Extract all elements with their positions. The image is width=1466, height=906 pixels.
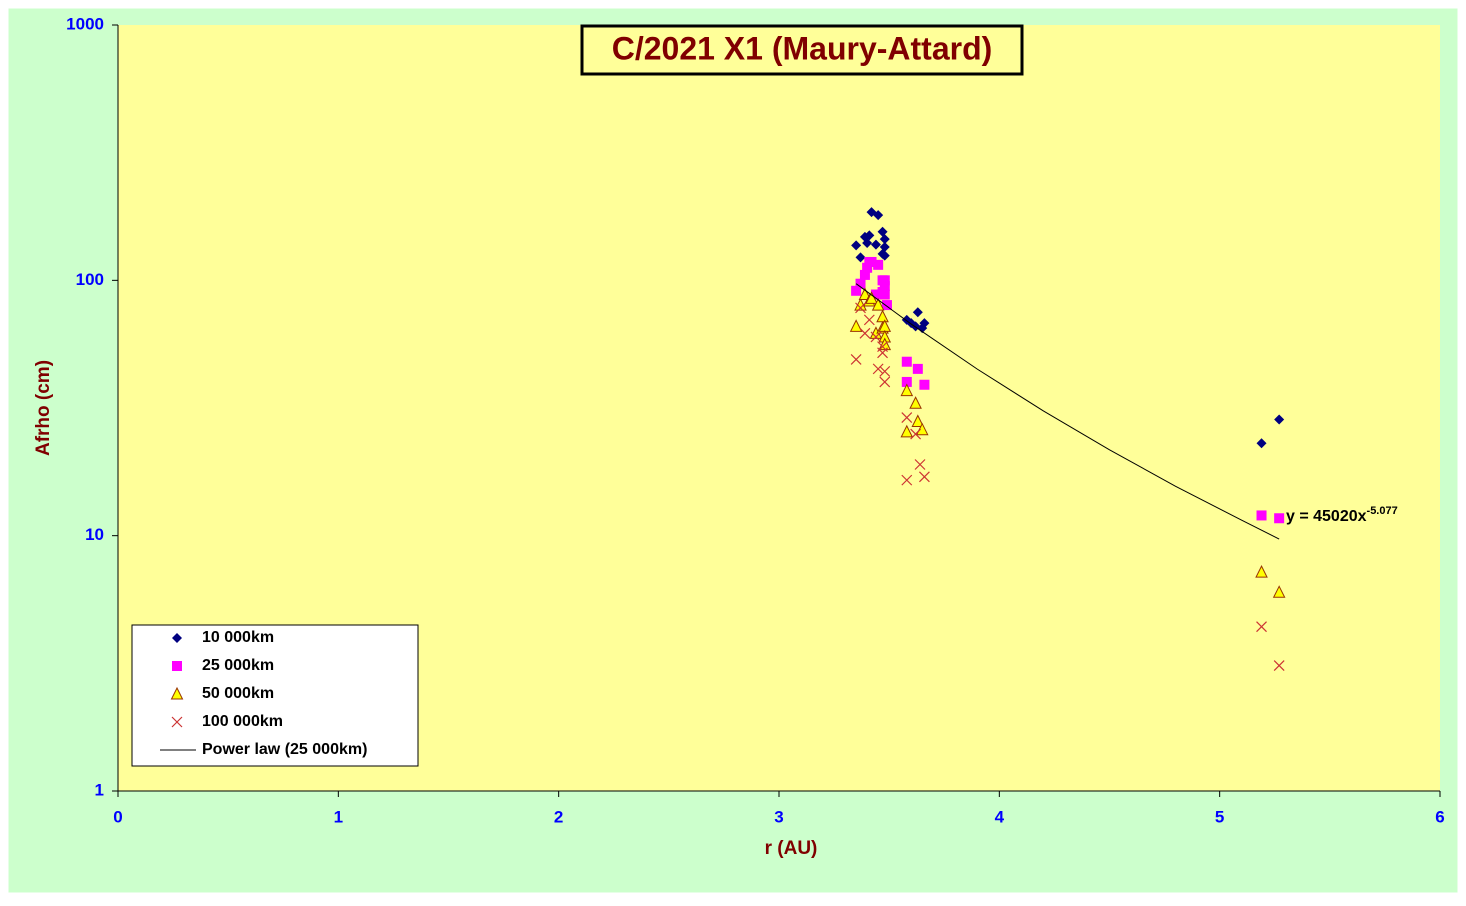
triangle-marker bbox=[1272, 585, 1286, 598]
x-marker bbox=[879, 376, 891, 388]
y-tick-label: 1 bbox=[95, 780, 104, 799]
x-tick-label: 2 bbox=[554, 807, 563, 826]
triangle-marker bbox=[1255, 564, 1268, 578]
y-tick-label: 1000 bbox=[66, 14, 104, 33]
triangle-marker bbox=[915, 422, 929, 436]
diamond-marker bbox=[873, 210, 884, 221]
diamond-marker bbox=[1256, 438, 1267, 449]
x-marker bbox=[872, 363, 884, 375]
chart-title: C/2021 X1 (Maury-Attard) bbox=[612, 30, 993, 66]
legend-label: Power law (25 000km) bbox=[202, 741, 367, 758]
diamond-marker bbox=[870, 239, 881, 250]
diamond-marker bbox=[877, 226, 888, 237]
x-marker bbox=[870, 331, 882, 343]
legend-label: 100 000km bbox=[202, 713, 283, 730]
square-marker bbox=[855, 278, 866, 289]
diamond-marker bbox=[1274, 414, 1285, 425]
x-tick-label: 6 bbox=[1435, 807, 1444, 826]
x-tick-label: 5 bbox=[1215, 807, 1224, 826]
square-marker bbox=[851, 285, 862, 296]
x-tick-label: 3 bbox=[774, 807, 783, 826]
triangle-marker bbox=[900, 424, 914, 438]
x-marker bbox=[914, 459, 926, 470]
diamond-marker bbox=[851, 240, 862, 251]
square-marker bbox=[859, 269, 870, 280]
x-marker bbox=[910, 428, 922, 440]
triangle-marker bbox=[871, 297, 885, 311]
x-marker bbox=[901, 474, 913, 486]
x-marker bbox=[855, 302, 866, 314]
x-tick-label: 1 bbox=[334, 807, 343, 826]
diamond-marker bbox=[879, 250, 890, 261]
x-marker bbox=[877, 341, 888, 353]
square-marker bbox=[919, 379, 930, 390]
equation-exponent: -5.077 bbox=[1367, 505, 1398, 517]
triangle-marker bbox=[865, 291, 878, 304]
trend-line bbox=[855, 283, 1280, 540]
x-axis-title: r (AU) bbox=[765, 838, 818, 859]
x-tick-label: 0 bbox=[113, 807, 122, 826]
triangle-marker bbox=[909, 396, 922, 409]
triangle-marker bbox=[900, 383, 914, 397]
square-marker bbox=[879, 289, 890, 300]
legend-label: 25 000km bbox=[202, 657, 274, 674]
diamond-marker bbox=[862, 238, 873, 249]
diamond-marker bbox=[879, 242, 890, 253]
x-marker bbox=[1256, 621, 1267, 633]
square-marker bbox=[866, 256, 877, 267]
x-marker bbox=[859, 327, 871, 339]
legend-label: 10 000km bbox=[202, 629, 274, 646]
trend-equation: y = 45020x-5.077 bbox=[1286, 505, 1398, 525]
diamond-marker bbox=[919, 318, 930, 329]
diamond-marker bbox=[172, 633, 182, 643]
diamond-marker bbox=[879, 234, 890, 245]
square-marker bbox=[901, 356, 912, 367]
y-tick-label: 100 bbox=[76, 270, 104, 289]
x-marker bbox=[171, 716, 183, 728]
triangle-marker bbox=[170, 686, 184, 700]
triangle-marker bbox=[849, 319, 863, 332]
square-marker bbox=[901, 376, 912, 387]
square-marker bbox=[881, 300, 892, 311]
x-marker bbox=[879, 365, 891, 377]
diamond-marker bbox=[855, 252, 866, 263]
square-marker bbox=[870, 289, 881, 300]
y-tick-label: 10 bbox=[85, 525, 104, 544]
x-marker bbox=[1273, 660, 1285, 671]
equation-text: y = 45020x bbox=[1286, 508, 1367, 525]
square-marker bbox=[172, 661, 182, 671]
x-marker bbox=[901, 412, 913, 424]
square-marker bbox=[873, 259, 884, 270]
x-marker bbox=[863, 314, 875, 326]
square-marker bbox=[912, 363, 923, 374]
square-marker bbox=[879, 275, 890, 286]
triangle-marker bbox=[858, 287, 872, 301]
square-marker bbox=[862, 262, 873, 273]
x-tick-label: 4 bbox=[995, 807, 1005, 826]
x-marker bbox=[918, 471, 930, 483]
diamond-marker bbox=[864, 230, 875, 241]
square-marker bbox=[1256, 510, 1267, 521]
x-marker bbox=[850, 354, 862, 365]
title-box bbox=[580, 24, 1024, 76]
square-marker bbox=[879, 281, 890, 292]
legend-label: 50 000km bbox=[202, 685, 274, 702]
triangle-marker bbox=[911, 414, 925, 427]
square-marker bbox=[1274, 513, 1285, 524]
diamond-marker bbox=[912, 307, 923, 318]
y-axis-title: Afrho (cm) bbox=[33, 360, 54, 456]
